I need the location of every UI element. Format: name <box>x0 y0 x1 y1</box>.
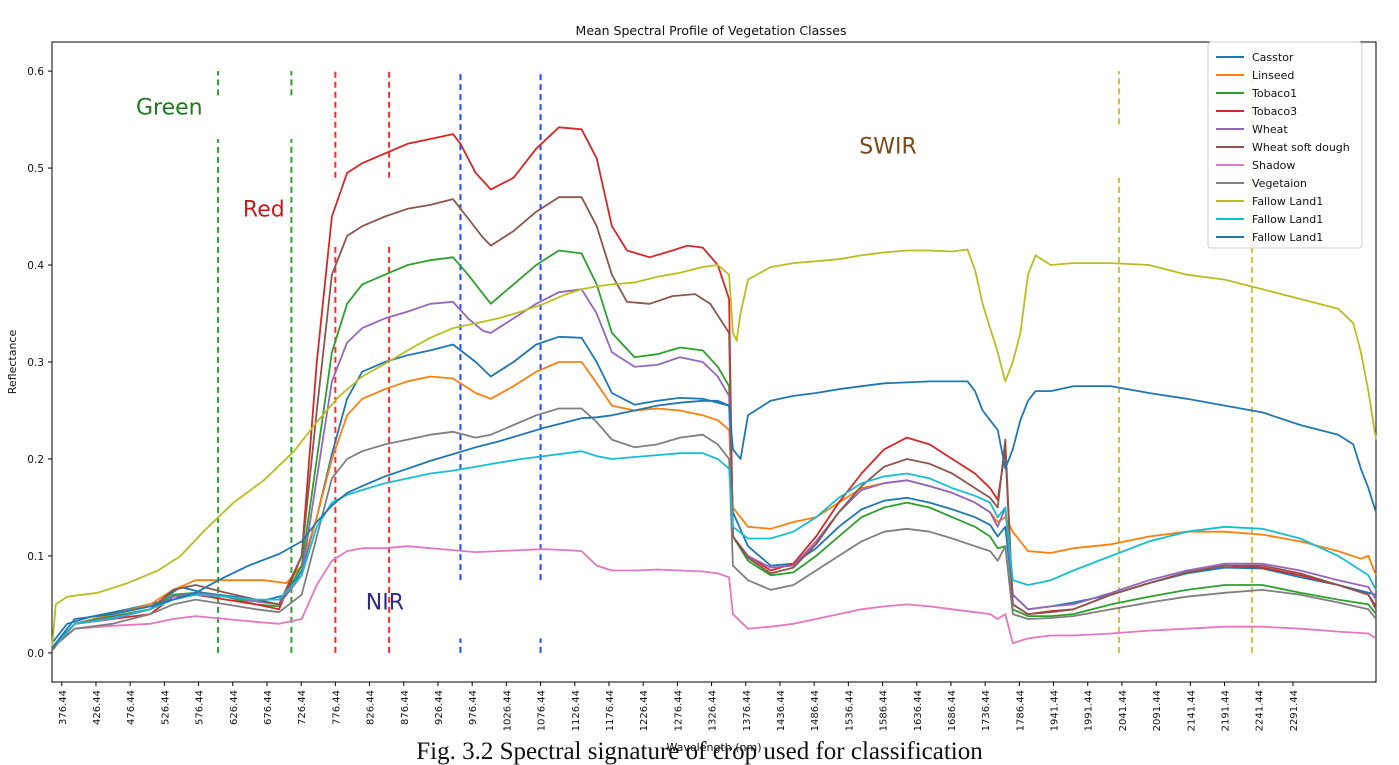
chart-title: Mean Spectral Profile of Vegetation Clas… <box>576 23 847 38</box>
x-tick-label: 1586.44 <box>879 690 890 731</box>
x-tick-label: 926.44 <box>434 690 445 725</box>
x-axis-label: Wavelength (nm) <box>666 741 761 754</box>
legend-label: Tobaco3 <box>1251 105 1297 118</box>
x-tick-label: 1176.44 <box>605 690 616 731</box>
x-tick-label: 426.44 <box>92 690 103 725</box>
x-tick-label: 2141.44 <box>1186 690 1197 731</box>
series-line-6 <box>51 196 1377 651</box>
legend-label: Casstor <box>1252 51 1294 64</box>
legend-frame <box>1207 41 1363 249</box>
legend: Casstor Linseed Tobaco1 Tobaco3 Wheat Wheat s… <box>1207 41 1363 249</box>
legend-label: Wheat soft dough <box>1252 141 1350 154</box>
legend-label: Wheat <box>1252 123 1288 136</box>
band-label: Green <box>136 96 203 121</box>
y-tick-label: 0.4 <box>27 260 44 272</box>
x-tick-label: 776.44 <box>331 690 342 725</box>
legend-label: Fallow Land1 <box>1252 231 1323 244</box>
x-tick-label: 1941.44 <box>1050 690 1061 731</box>
legend-label: Tobaco1 <box>1251 87 1297 100</box>
x-tick-label: 2191.44 <box>1221 690 1232 731</box>
x-tick-label: 626.44 <box>229 690 240 725</box>
band-label: NIR <box>366 590 404 615</box>
series-line-3 <box>51 249 1377 649</box>
y-tick-label: 0.6 <box>27 66 44 78</box>
y-tick-label: 0.3 <box>27 357 44 369</box>
x-tick-label: 1226.44 <box>639 690 650 731</box>
x-tick-label: 976.44 <box>468 690 479 725</box>
x-tick-label: 1636.44 <box>913 690 924 731</box>
x-tick-label: 1686.44 <box>947 690 958 731</box>
legend-label: Fallow Land1 <box>1252 195 1323 208</box>
series-line-11 <box>51 380 1377 649</box>
x-tick-label: 2091.44 <box>1152 690 1163 731</box>
band-annotations: Green Red NIR SWIR <box>136 96 917 616</box>
y-axis-label: Reflectance <box>6 330 19 395</box>
x-tick-label: 2241.44 <box>1255 690 1266 731</box>
x-axis: 376.44 426.44 476.44 526.44 576.44 626.44 676.… <box>58 682 1300 731</box>
y-tick-label: 0.1 <box>27 551 44 563</box>
x-tick-label: 1536.44 <box>844 690 855 731</box>
x-tick-label: 1991.44 <box>1084 690 1095 731</box>
x-tick-label: 1276.44 <box>673 690 684 731</box>
y-tick-label: 0.0 <box>27 648 44 660</box>
x-tick-label: 1736.44 <box>981 690 992 731</box>
y-tick-label: 0.5 <box>27 163 44 175</box>
x-tick-label: 1126.44 <box>571 690 582 731</box>
x-tick-label: 1436.44 <box>776 690 787 731</box>
x-tick-label: 1486.44 <box>810 690 821 731</box>
x-tick-label: 826.44 <box>366 690 377 725</box>
series-lines <box>51 126 1377 651</box>
x-tick-label: 2291.44 <box>1289 690 1300 731</box>
series-line-7 <box>51 545 1377 649</box>
x-tick-label: 1026.44 <box>502 690 513 731</box>
x-tick-label: 1326.44 <box>708 690 719 731</box>
x-tick-label: 376.44 <box>58 690 69 725</box>
x-tick-label: 576.44 <box>195 690 206 725</box>
figure-caption: Fig. 3.2 Spectral signature of crop used… <box>416 738 983 765</box>
y-axis: 0.0 0.1 0.2 0.3 0.4 0.5 0.6 <box>27 66 52 660</box>
x-tick-label: 726.44 <box>297 690 308 725</box>
x-tick-label: 676.44 <box>263 690 274 725</box>
band-label: SWIR <box>859 135 917 160</box>
legend-label: Fallow Land1 <box>1252 213 1323 226</box>
series-line-9 <box>51 248 1377 649</box>
legend-label: Shadow <box>1252 159 1295 172</box>
x-tick-label: 476.44 <box>126 690 137 725</box>
x-tick-label: 2041.44 <box>1118 690 1129 731</box>
series-line-2 <box>51 361 1377 651</box>
x-tick-label: 526.44 <box>160 690 171 725</box>
series-line-10 <box>51 450 1377 649</box>
x-tick-label: 876.44 <box>400 690 411 725</box>
x-tick-label: 1786.44 <box>1015 690 1026 731</box>
legend-label: Linseed <box>1252 69 1294 82</box>
x-tick-label: 1376.44 <box>742 690 753 731</box>
y-tick-label: 0.2 <box>27 454 44 466</box>
series-line-8 <box>51 407 1377 649</box>
x-tick-label: 1076.44 <box>537 690 548 731</box>
legend-label: Vegetaion <box>1252 177 1307 190</box>
series-line-5 <box>51 288 1377 649</box>
band-label: Red <box>243 198 285 223</box>
